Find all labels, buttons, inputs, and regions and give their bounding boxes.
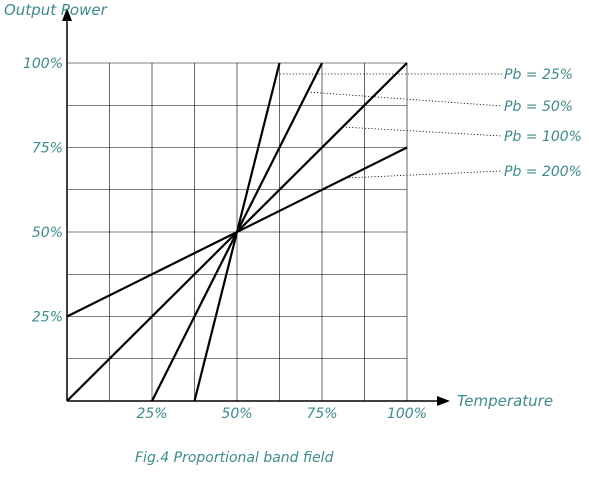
labels: 25% 50% 75% 100% 25% 50% 75% 100% Pb = 25% Pb = 5… <box>23 56 582 422</box>
series-line-4 <box>66 146 408 318</box>
x-tick-label: 25% <box>136 406 167 422</box>
series-label-1: Pb = 25% <box>504 67 573 83</box>
series-label-3: Pb = 100% <box>504 129 582 145</box>
y-axis-title: Output Power <box>4 1 108 19</box>
y-axis-arrowhead <box>62 8 72 21</box>
series-label-4: Pb = 200% <box>504 164 582 180</box>
y-tick-label: 50% <box>32 225 63 241</box>
series-label-2: Pb = 50% <box>504 99 573 115</box>
grid <box>67 62 408 401</box>
figure-caption: Fig.4 Proportional band field <box>135 450 334 466</box>
x-tick-label: 100% <box>387 406 427 422</box>
y-tick-label: 100% <box>23 56 63 72</box>
y-tick-label: 25% <box>32 310 63 326</box>
series-lines <box>66 62 408 402</box>
x-axis-title: Temperature <box>457 392 553 410</box>
x-tick-label: 50% <box>221 406 252 422</box>
series-leader-3 <box>342 126 503 137</box>
series-leader-2 <box>307 91 503 107</box>
series-leaders <box>276 73 503 179</box>
x-tick-label: 75% <box>306 406 337 422</box>
y-tick-label: 75% <box>32 141 63 157</box>
axes <box>62 8 450 406</box>
series-leader-4 <box>345 170 503 179</box>
x-axis-arrowhead <box>437 396 450 406</box>
